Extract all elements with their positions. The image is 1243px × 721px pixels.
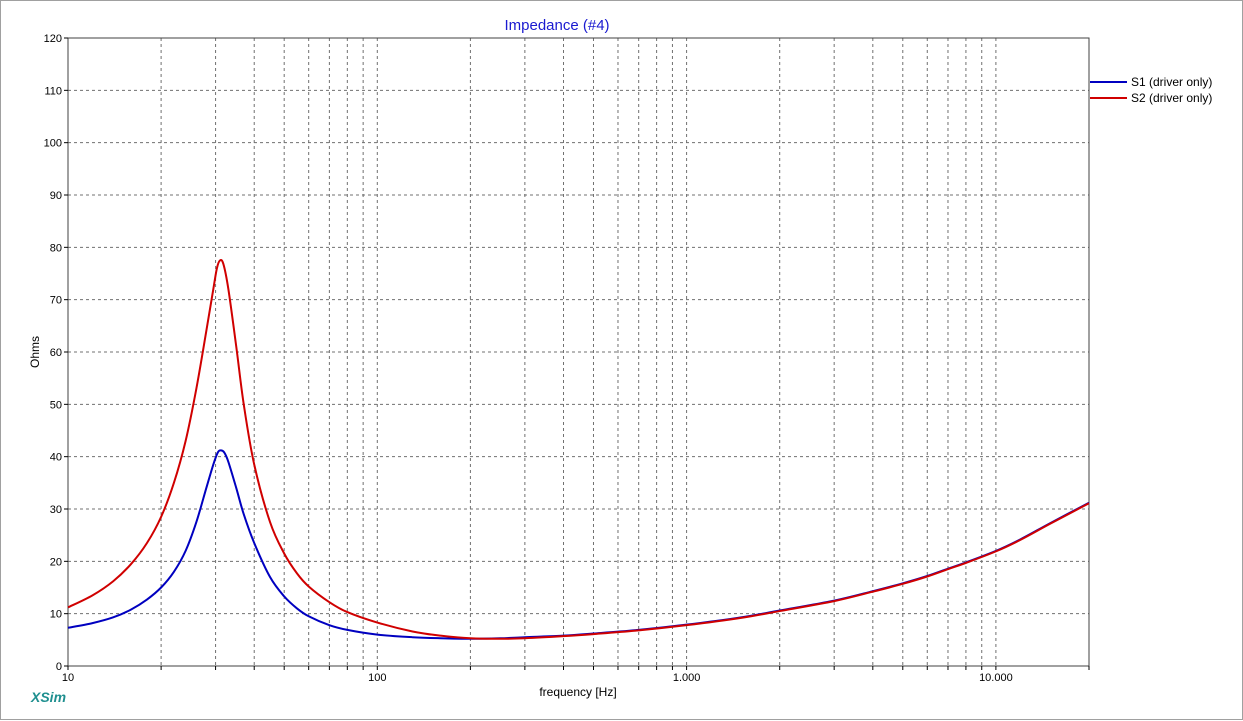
x-tick-label: 100 [368, 672, 386, 684]
y-tick-label: 100 [44, 138, 62, 150]
x-tick-label: 10.000 [979, 672, 1013, 684]
y-tick-label: 10 [50, 609, 62, 621]
x-axis-ticks: 10 100 1.000 10.000 [62, 666, 1090, 684]
y-tick-label: 40 [50, 452, 62, 464]
y-tick-label: 90 [50, 190, 62, 202]
legend-label-s2[interactable]: S2 (driver only) [1131, 91, 1212, 105]
grid [68, 38, 1089, 666]
legend-label-s1[interactable]: S1 (driver only) [1131, 75, 1212, 89]
y-tick-label: 120 [44, 33, 62, 45]
xsim-logo: XSim [30, 689, 66, 705]
y-tick-label: 110 [44, 85, 62, 97]
y-tick-label: 30 [50, 504, 62, 516]
y-tick-label: 20 [50, 556, 62, 568]
chart-title: Impedance (#4) [504, 17, 609, 34]
x-axis-label: frequency [Hz] [539, 685, 616, 699]
series-line-s2 [67, 259, 1090, 640]
y-axis-label: Ohms [28, 336, 42, 368]
x-tick-label: 10 [62, 672, 74, 684]
y-tick-label: 80 [50, 242, 62, 254]
series-line-s1 [67, 449, 1090, 640]
y-tick-label: 0 [56, 661, 62, 673]
y-tick-label: 60 [50, 347, 62, 359]
y-tick-label: 70 [50, 295, 62, 307]
y-axis-ticks: 0 10 20 30 40 50 60 70 80 90 100 110 120 [44, 33, 68, 673]
series-lines [67, 259, 1090, 640]
y-tick-label: 50 [50, 399, 62, 411]
legend[interactable]: S1 (driver only) S2 (driver only) [1090, 75, 1212, 105]
x-tick-label: 1.000 [673, 672, 701, 684]
